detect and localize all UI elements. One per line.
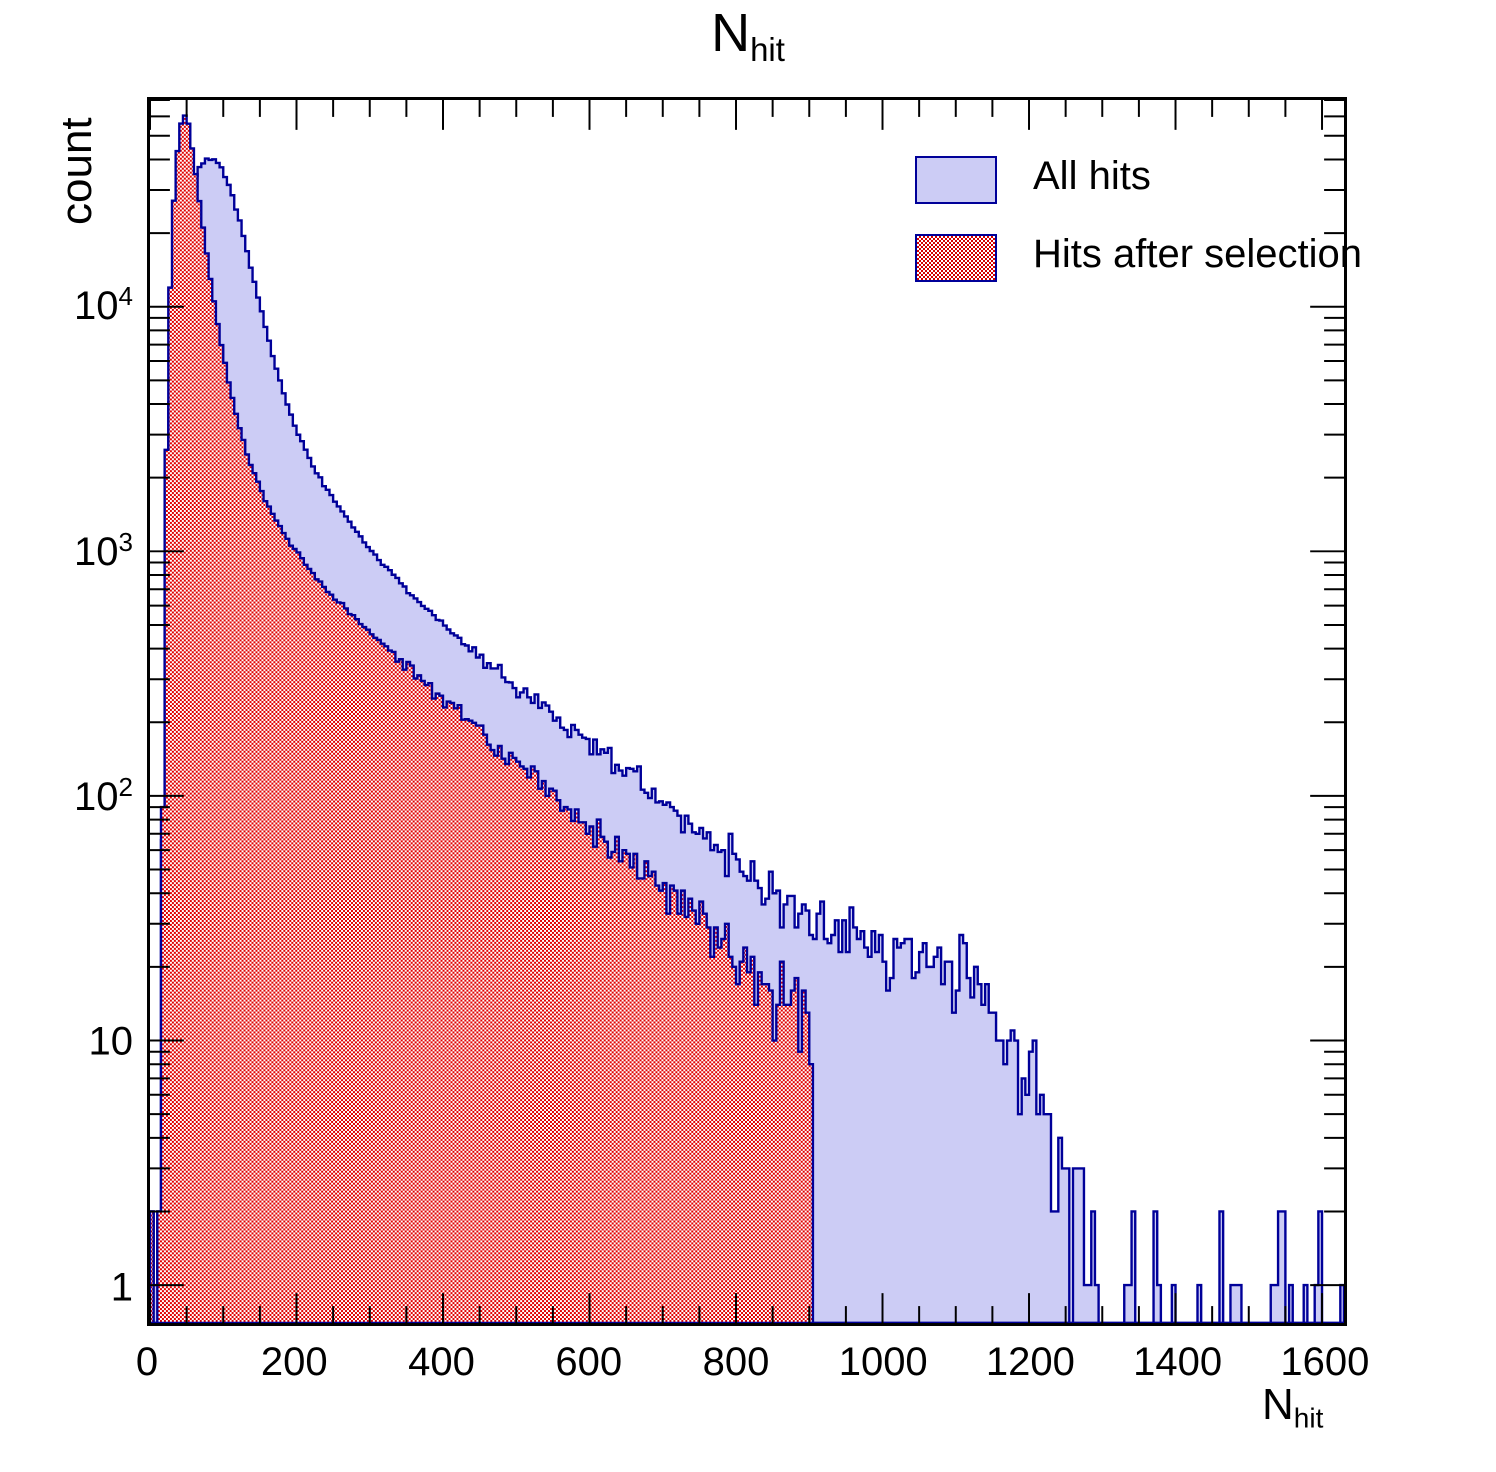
- y-tick-label-1: 1: [110, 1265, 133, 1310]
- x-tick-label-400: 400: [408, 1340, 475, 1384]
- x-tick-label-1000: 1000: [838, 1340, 928, 1384]
- y-tick-label-10000: 104: [74, 280, 133, 328]
- legend-label-all-hits: All hits: [1033, 154, 1151, 198]
- x-axis-label: Nhit: [1262, 1380, 1323, 1434]
- legend-swatch-hits-after-selection: [915, 234, 997, 282]
- y-tick-label-100: 102: [74, 772, 133, 820]
- histogram-hits-after-selection: [150, 114, 1344, 1323]
- x-tick-label-600: 600: [555, 1340, 623, 1384]
- x-axis-label-subscript: hit: [1293, 1402, 1324, 1434]
- chart-title-main: N: [711, 3, 751, 63]
- y-tick-label-10: 10: [88, 1019, 134, 1064]
- x-tick-label-0: 0: [135, 1340, 159, 1384]
- chart-title: Nhit: [0, 6, 1496, 66]
- y-tick-label-1000: 103: [74, 526, 133, 574]
- y-axis-label: count: [52, 117, 101, 225]
- legend-label-hits-after-selection: Hits after selection: [1033, 232, 1363, 276]
- legend: All hits Hits after selection: [915, 154, 1362, 282]
- x-tick-label-200: 200: [260, 1340, 328, 1384]
- x-axis-label-main: N: [1262, 1380, 1294, 1429]
- x-tick-label-800: 800: [702, 1340, 770, 1384]
- axis-tick-marks: [150, 100, 1344, 1323]
- series-hits-after-selection: [150, 114, 1344, 1323]
- plot-frame: [147, 97, 1347, 1326]
- legend-swatch-all-hits: [915, 156, 997, 204]
- x-tick-label-1400: 1400: [1133, 1340, 1223, 1384]
- chart-title-subscript: hit: [750, 30, 785, 68]
- x-tick-label-1200: 1200: [985, 1340, 1075, 1384]
- x-tick-label-1600: 1600: [1280, 1340, 1370, 1384]
- histogram-plot: [150, 100, 1344, 1323]
